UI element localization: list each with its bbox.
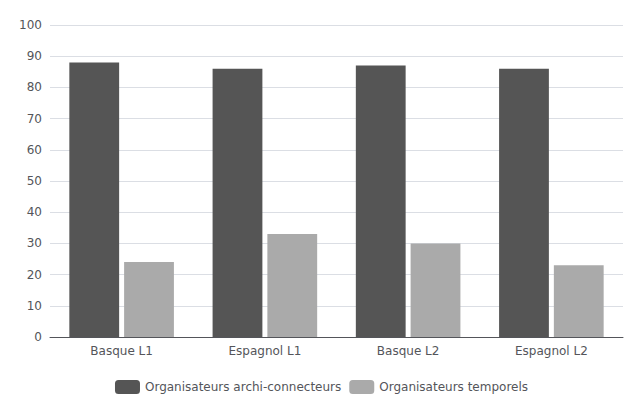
svg-text:Basque L2: Basque L2 <box>377 344 440 358</box>
svg-text:Basque L1: Basque L1 <box>90 344 153 358</box>
svg-text:90: 90 <box>27 49 42 63</box>
svg-text:80: 80 <box>27 80 42 94</box>
svg-text:60: 60 <box>27 143 42 157</box>
svg-text:70: 70 <box>27 112 42 126</box>
svg-text:Organisateurs temporels: Organisateurs temporels <box>379 380 528 394</box>
svg-text:Espagnol L1: Espagnol L1 <box>228 344 301 358</box>
svg-text:10: 10 <box>27 299 42 313</box>
svg-text:40: 40 <box>27 205 42 219</box>
svg-text:20: 20 <box>27 268 42 282</box>
svg-text:30: 30 <box>27 236 42 250</box>
svg-text:0: 0 <box>34 330 42 344</box>
svg-text:50: 50 <box>27 174 42 188</box>
svg-text:100: 100 <box>19 18 42 32</box>
svg-text:Espagnol L2: Espagnol L2 <box>515 344 588 358</box>
svg-text:Organisateurs archi-connecteur: Organisateurs archi-connecteurs <box>145 380 341 394</box>
